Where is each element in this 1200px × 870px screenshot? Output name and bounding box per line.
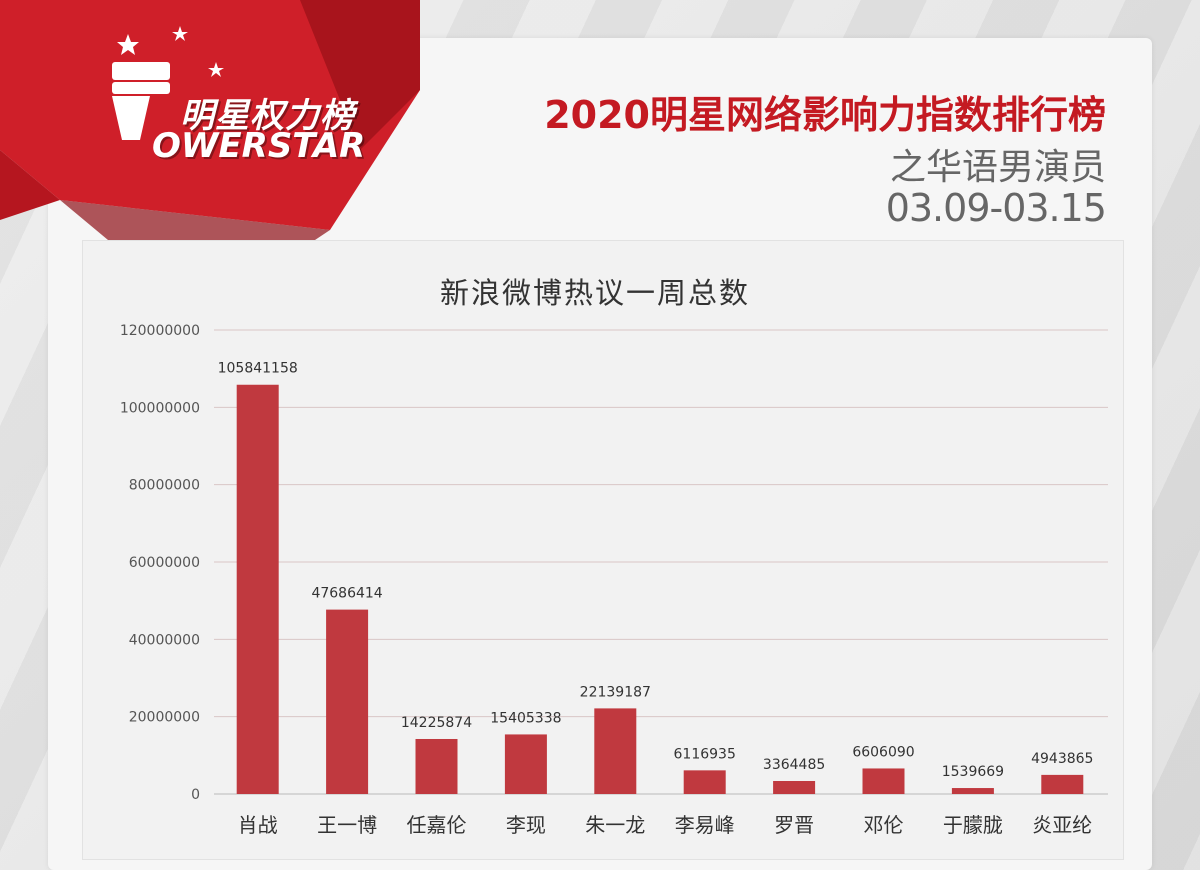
category-label: 朱一龙 [585,813,645,837]
y-tick-label: 120000000 [120,323,200,339]
bar [326,609,369,794]
page-title: 2020明星网络影响力指数排行榜 [544,93,1106,137]
category-label: 肖战 [238,813,278,837]
page-subtitle: 之华语男演员 [889,147,1106,188]
y-tick-label: 100000000 [120,400,200,416]
bar [415,738,458,794]
fist-icon [112,62,170,140]
star-icon [117,26,224,77]
bar [594,708,637,794]
category-label: 邓伦 [864,813,904,837]
bar [236,384,279,794]
bar [504,734,547,794]
chart-title: 新浪微博热议一周总数 [439,276,750,310]
data-label: 15405338 [490,710,561,726]
bar [862,768,905,794]
bar [951,788,994,794]
category-label: 李易峰 [675,813,735,837]
y-tick-label: 80000000 [129,478,200,494]
bar [683,770,726,794]
y-tick-label: 60000000 [129,555,200,571]
data-label: 6606090 [852,744,914,760]
category-label: 于朦胧 [943,813,1003,837]
category-label: 李现 [506,813,546,837]
category-label: 罗晋 [774,813,814,837]
data-label: 14225874 [401,715,472,731]
date-range: 03.09-03.15 [885,186,1107,230]
category-label: 任嘉伦 [407,813,467,837]
bar [1041,774,1084,794]
brand-logo-cn: 明星权力榜 [180,96,355,136]
powerstar-banner [0,0,420,250]
y-tick-label: 40000000 [129,632,200,648]
data-label: 1539669 [942,764,1004,780]
y-tick-label: 20000000 [129,710,200,726]
data-label: 6116935 [674,746,736,762]
category-label: 炎亚纶 [1032,813,1092,837]
data-label: 47686414 [311,586,382,602]
data-label: 22139187 [580,684,651,700]
bar [773,780,816,794]
category-label: 王一博 [317,813,377,837]
brand-logo-en: OWERSTAR [152,126,366,166]
data-label: 105841158 [218,361,298,377]
data-label: 4943865 [1031,751,1093,767]
y-tick-label: 0 [191,787,200,803]
data-label: 3364485 [763,757,825,773]
